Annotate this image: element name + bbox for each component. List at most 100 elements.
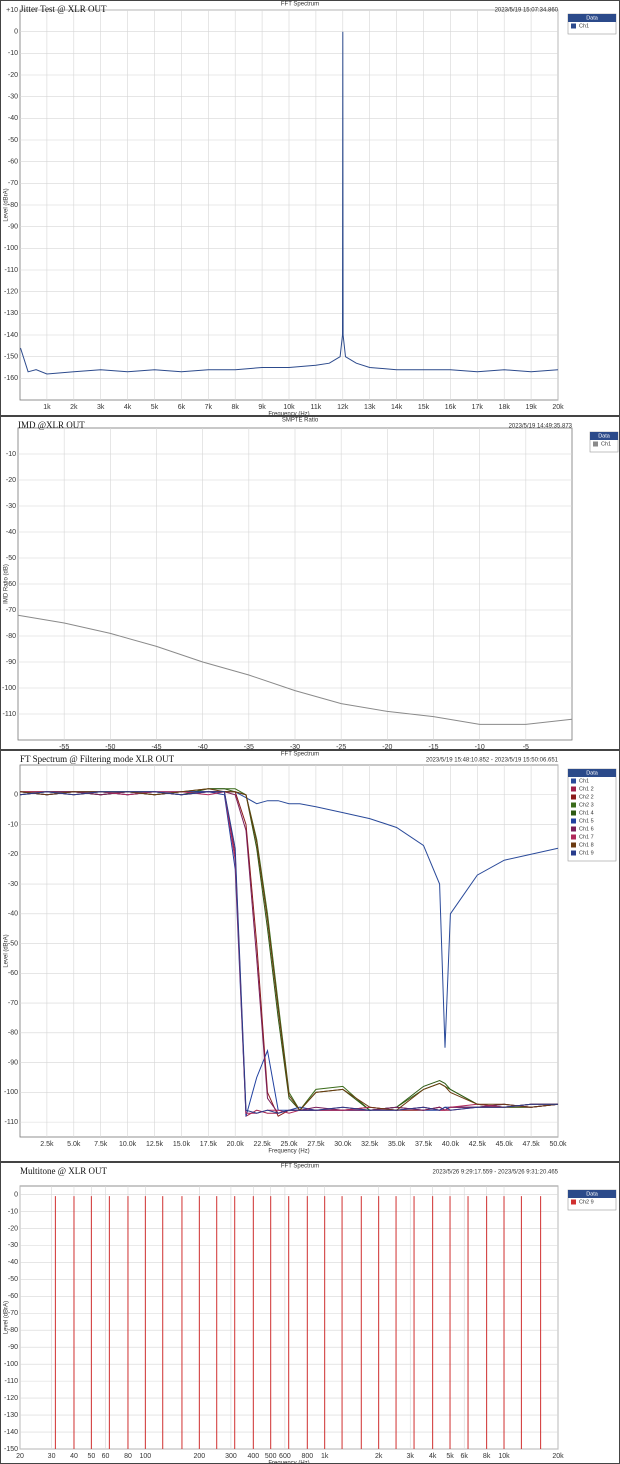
x-tick-label: 20k <box>552 1453 564 1460</box>
y-tick-label: -70 <box>8 1000 18 1007</box>
x-tick-label: 16k <box>445 404 457 411</box>
y-tick-label: -80 <box>8 1327 18 1334</box>
x-tick-label: 2k <box>70 404 78 411</box>
legend-title: Data <box>586 1191 599 1197</box>
chart-title: SMPTE Ratio <box>282 418 319 424</box>
x-tick-label: 17k <box>472 404 484 411</box>
x-tick-label: -25 <box>336 744 346 751</box>
y-tick-label: -30 <box>8 1242 18 1249</box>
x-tick-label: 8k <box>231 404 239 411</box>
x-tick-label: 4k <box>124 404 132 411</box>
x-tick-label: 8k <box>483 1453 491 1460</box>
x-tick-label: 11k <box>311 404 322 411</box>
y-tick-label: -90 <box>8 224 18 231</box>
y-tick-label: -60 <box>8 159 18 166</box>
x-tick-label: 37.5k <box>415 1141 433 1148</box>
x-tick-label: 10k <box>498 1453 510 1460</box>
x-tick-label: 200 <box>193 1453 205 1460</box>
legend-label: Ch1 <box>601 441 611 447</box>
chart-title: FFT Spectrum <box>281 1164 319 1170</box>
y-tick-label: -40 <box>8 911 18 918</box>
y-tick-label: -80 <box>8 1030 18 1037</box>
x-tick-label: 40.0k <box>442 1141 460 1148</box>
legend-label: Ch2 9 <box>579 1199 594 1205</box>
x-tick-label: 32.5k <box>361 1141 379 1148</box>
chart-subtitle: FT Spectrum @ Filtering mode XLR OUT <box>20 754 175 764</box>
legend-label: Ch1 7 <box>579 834 594 840</box>
x-tick-label: 1k <box>43 404 51 411</box>
y-tick-label: -10 <box>8 50 18 57</box>
x-tick-label: -20 <box>382 744 392 751</box>
x-tick-label: 2k <box>375 1453 383 1460</box>
y-tick-label: -80 <box>8 202 18 209</box>
chart-title: FFT Spectrum <box>281 2 319 8</box>
y-tick-label: -70 <box>6 607 16 614</box>
x-tick-label: 42.5k <box>469 1141 487 1148</box>
legend-swatch <box>571 842 576 848</box>
x-tick-label: -5 <box>523 744 529 751</box>
y-tick-label: -120 <box>4 289 18 296</box>
legend-label: Ch1 2 <box>579 786 594 792</box>
x-tick-label: 15.0k <box>173 1141 191 1148</box>
x-tick-label: 800 <box>301 1453 313 1460</box>
x-tick-label: -55 <box>59 744 69 751</box>
legend-label: Ch2 2 <box>579 794 594 800</box>
y-tick-label: -50 <box>8 137 18 144</box>
y-tick-label: -40 <box>8 1259 18 1266</box>
x-tick-label: 25.0k <box>280 1141 298 1148</box>
x-tick-label: 500 <box>265 1453 277 1460</box>
y-tick-label: 0 <box>14 1191 18 1198</box>
legend-label: Ch1 5 <box>579 818 594 824</box>
legend-label: Ch1 <box>579 778 589 784</box>
timestamp: 2023/5/19 15:07:34.860 <box>495 8 559 14</box>
chart-panel: -10 -20 -30 -40 -50 -60 -70 -80 -90 -100 -110 -55 -5… <box>0 416 620 758</box>
x-tick-label: 12k <box>337 404 349 411</box>
x-tick-label: 30 <box>48 1453 56 1460</box>
legend-swatch <box>593 441 598 447</box>
x-tick-label: 400 <box>247 1453 259 1460</box>
x-tick-label: 80 <box>124 1453 132 1460</box>
y-tick-label: -140 <box>4 1429 18 1436</box>
y-tick-label: -10 <box>8 821 18 828</box>
x-tick-label: 1k <box>321 1453 329 1460</box>
x-tick-label: 6k <box>461 1453 469 1460</box>
x-tick-label: -40 <box>198 744 208 751</box>
x-tick-label: 300 <box>225 1453 237 1460</box>
y-tick-label: -110 <box>5 1119 19 1126</box>
y-tick-label: -150 <box>4 1446 18 1453</box>
series-line <box>19 791 558 1114</box>
y-tick-label: -150 <box>4 354 18 361</box>
x-tick-label: 22.5k <box>254 1141 272 1148</box>
x-tick-label: 50 <box>87 1453 95 1460</box>
x-tick-label: 19k <box>525 404 537 411</box>
x-tick-label: 3k <box>97 404 105 411</box>
x-tick-label: 40 <box>70 1453 78 1460</box>
legend-label: Ch1 8 <box>579 842 594 848</box>
legend-swatch <box>571 794 576 800</box>
y-tick-label: -90 <box>6 659 16 666</box>
legend-swatch <box>571 850 576 856</box>
x-tick-label: -10 <box>475 744 485 751</box>
y-tick-label: -80 <box>6 633 16 640</box>
y-tick-label: +10 <box>6 7 18 14</box>
y-tick-label: -20 <box>8 72 18 79</box>
x-tick-label: -30 <box>290 744 300 751</box>
y-axis-label: Level (dBrA) <box>4 188 10 221</box>
y-axis-label: Level (dBrA) <box>4 1301 10 1334</box>
x-tick-label: 2.5k <box>40 1141 54 1148</box>
legend-label: Ch1 6 <box>579 826 594 832</box>
x-tick-label: -15 <box>428 744 438 751</box>
y-tick-label: -30 <box>8 881 18 888</box>
x-tick-label: 47.5k <box>523 1141 541 1148</box>
x-tick-label: 14k <box>391 404 403 411</box>
x-tick-label: 17.5k <box>200 1141 218 1148</box>
x-tick-label: 10k <box>283 404 295 411</box>
y-tick-label: -90 <box>8 1344 18 1351</box>
y-axis-label: IMD Ratio (dB) <box>4 564 10 604</box>
x-tick-label: -35 <box>244 744 254 751</box>
y-tick-label: -100 <box>2 685 16 692</box>
y-tick-label: -120 <box>4 1395 18 1402</box>
series-line <box>17 614 573 725</box>
legend-swatch <box>571 834 576 840</box>
